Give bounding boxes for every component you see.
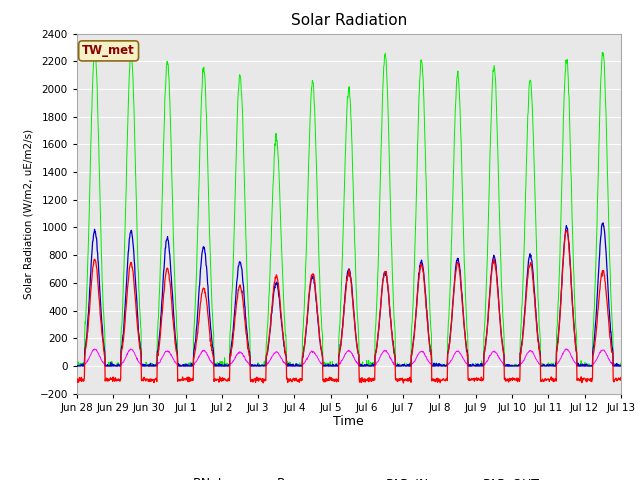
Text: TW_met: TW_met: [82, 44, 135, 58]
X-axis label: Time: Time: [333, 415, 364, 429]
Y-axis label: Solar Radiation (W/m2, uE/m2/s): Solar Radiation (W/m2, uE/m2/s): [24, 129, 34, 299]
Legend: RNet, Pyranom, PAR_IN, PAR_OUT: RNet, Pyranom, PAR_IN, PAR_OUT: [152, 472, 545, 480]
Title: Solar Radiation: Solar Radiation: [291, 13, 407, 28]
